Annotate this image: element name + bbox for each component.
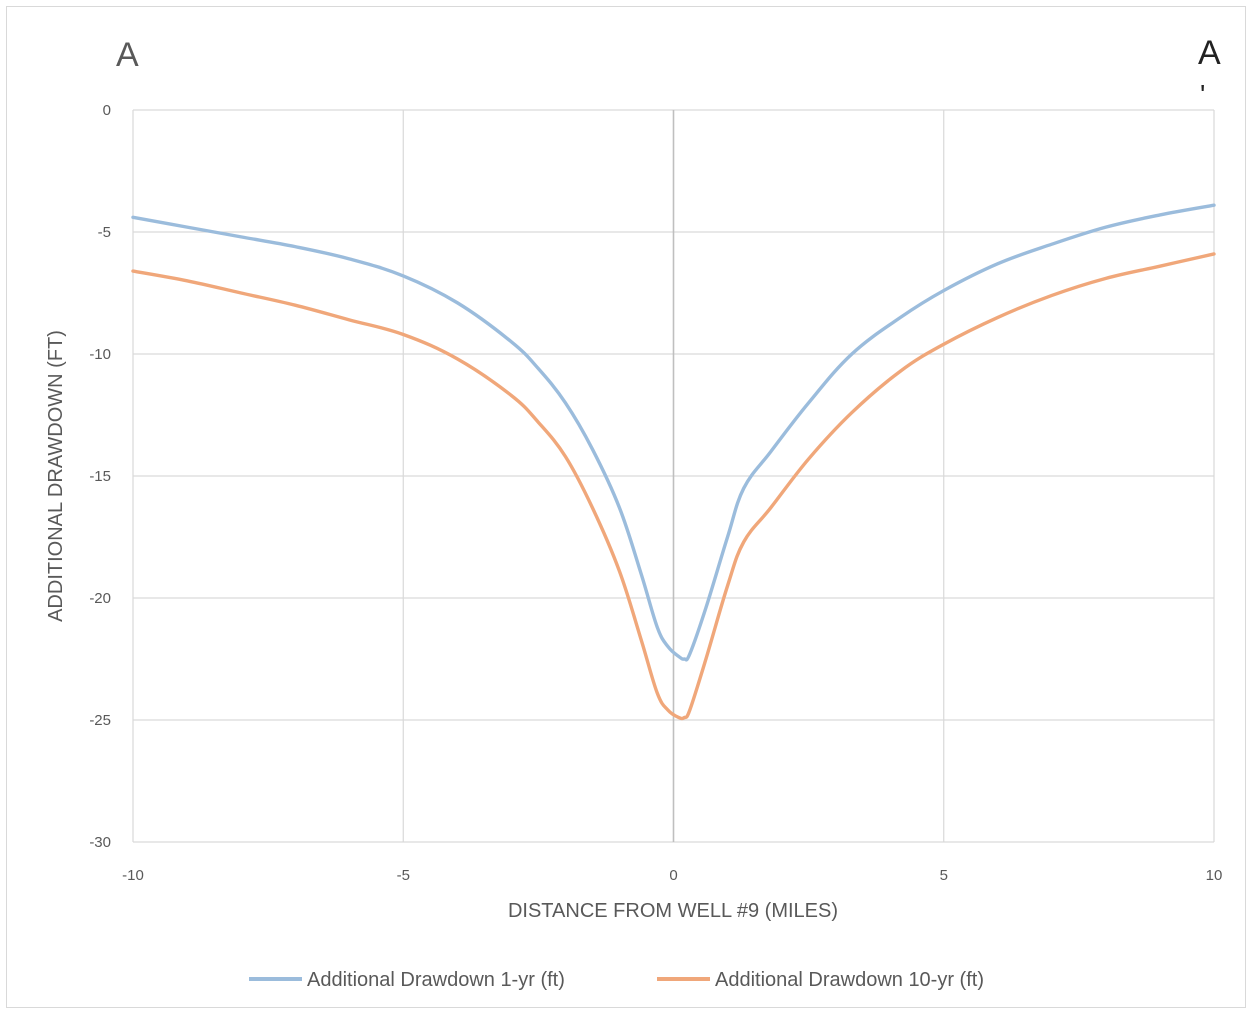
y-tick-label: -30	[89, 834, 111, 851]
series-lines	[131, 203, 1216, 721]
grid-lines	[132, 109, 1215, 843]
section-label-left: A	[116, 36, 139, 74]
section-label-right-prime: '	[1200, 79, 1205, 110]
series-line-1yr	[131, 203, 1216, 662]
x-tick-label: -10	[122, 867, 144, 884]
section-label-right: A	[1198, 34, 1221, 72]
x-axis-title: DISTANCE FROM WELL #9 (MILES)	[508, 900, 838, 922]
x-tick-label: 0	[669, 867, 677, 884]
y-tick-label: -20	[89, 590, 111, 607]
chart-frame	[6, 6, 1246, 1008]
y-tick-label: 0	[103, 102, 111, 119]
legend-label-1yr: Additional Drawdown 1-yr (ft)	[307, 969, 565, 991]
series-line-10yr	[131, 252, 1216, 721]
y-tick-labels: 0 -5 -10 -15 -20 -25 -30	[89, 102, 111, 851]
y-tick-label: -25	[89, 712, 111, 729]
y-tick-label: -10	[89, 346, 111, 363]
x-tick-label: 10	[1206, 867, 1223, 884]
y-axis-title: ADDITIONAL DRAWDOWN (FT)	[45, 330, 67, 622]
y-tick-label: -5	[98, 224, 111, 241]
legend-label-10yr: Additional Drawdown 10-yr (ft)	[715, 969, 984, 991]
x-tick-label: 5	[940, 867, 948, 884]
x-tick-label: -5	[397, 867, 410, 884]
x-tick-labels: -10 -5 0 5 10	[122, 867, 1222, 884]
legend: Additional Drawdown 1-yr (ft) Additional…	[249, 969, 984, 991]
y-tick-label: -15	[89, 468, 111, 485]
